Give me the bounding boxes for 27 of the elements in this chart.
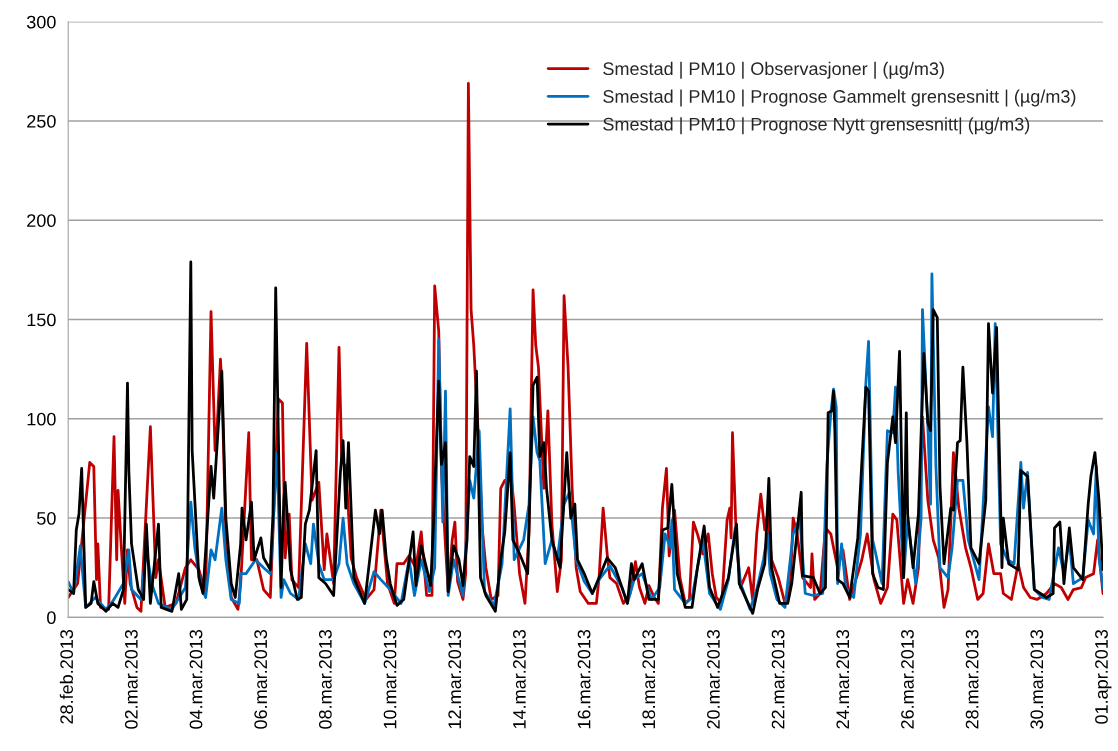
x-tick-label: 02.mar.2013 <box>124 629 138 729</box>
y-tick-label: 250 <box>27 114 56 128</box>
x-tick-label: 04.mar.2013 <box>189 629 203 729</box>
y-tick-label: 100 <box>27 412 56 426</box>
y-tick-label: 50 <box>37 512 56 525</box>
x-tick-label: 30.mar.2013 <box>1030 629 1044 729</box>
x-tick-label: 16.mar.2013 <box>577 629 591 729</box>
x-tick-label: 08.mar.2013 <box>318 629 332 729</box>
x-tick-label: 26.mar.2013 <box>901 629 914 729</box>
y-tick-label: 0 <box>47 611 56 625</box>
x-tick-label: 28.feb.2013 <box>59 629 74 724</box>
legend-label: Smestad | PM10 | Prognose Nytt grensesnitt| (µg/m3) <box>603 117 1030 135</box>
x-tick-label: 22.mar.2013 <box>771 629 785 729</box>
y-tick-label: 300 <box>26 15 56 29</box>
x-tick-label: 20.mar.2013 <box>707 629 720 729</box>
legend-label: Smestad | PM10 | Observasjoner | (µg/m3) <box>603 61 944 79</box>
x-tick-label: 10.mar.2013 <box>383 629 397 729</box>
x-tick-label: 24.mar.2013 <box>836 629 850 729</box>
y-tick-label: 150 <box>27 313 56 327</box>
x-tick-label: 01.apr.2013 <box>1095 629 1112 724</box>
x-tick-label: 12.mar.2013 <box>448 629 462 729</box>
x-tick-label: 28.mar.2013 <box>965 629 979 729</box>
x-tick-label: 14.mar.2013 <box>512 629 526 729</box>
y-tick-label: 200 <box>27 214 56 228</box>
legend-label: Smestad | PM10 | Prognose Gammelt grensesnitt | (µg/m3) <box>603 89 1076 107</box>
x-tick-label: 06.mar.2013 <box>254 629 268 729</box>
x-tick-label: 18.mar.2013 <box>642 629 656 729</box>
